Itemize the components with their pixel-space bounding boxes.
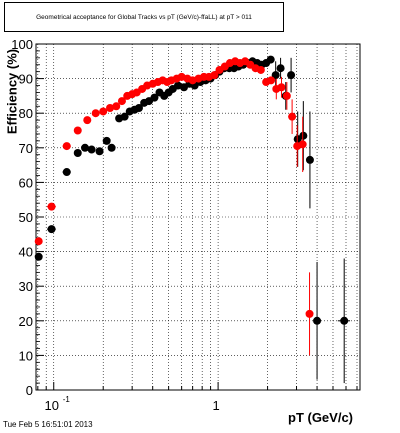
data-point-series-1 [62,142,71,151]
chart-title: Geometrical acceptance for Global Tracks… [36,13,252,21]
y-tick-label: 20 [19,314,33,329]
data-point-series-0 [305,155,314,164]
data-point-series-0 [87,145,96,154]
y-tick-label: 80 [19,106,33,121]
data-point-series-1 [83,116,92,125]
data-point-series-1 [305,309,314,318]
data-point-series-1 [34,237,43,246]
data-point-series-0 [81,143,90,152]
y-tick-label: 40 [19,245,33,260]
data-point-series-0 [276,64,285,73]
plot-frame [35,43,361,391]
data-point-series-0 [173,81,182,90]
y-axis-title: Efficiency (%) [4,48,20,135]
x-tick-label: 10 [45,398,59,413]
data-point-series-0 [266,55,275,64]
data-point-series-0 [62,168,71,177]
data-point-series-0 [313,316,322,325]
data-point-series-0 [287,71,296,80]
x-tick-label-exponent: -1 [63,395,71,404]
data-point-series-1 [282,91,291,100]
y-tick-label: 10 [19,348,33,363]
data-point-series-0 [107,143,116,152]
data-point-series-1 [73,126,82,135]
data-point-series-0 [340,316,349,325]
data-point-series-1 [277,83,286,92]
data-point-series-1 [288,112,297,121]
chart-title-box: Geometrical acceptance for Global Tracks… [4,2,284,32]
y-tick-label: 30 [19,279,33,294]
timestamp-footer: Tue Feb 5 16:51:01 2013 [3,420,93,429]
data-point-series-0 [134,104,143,113]
y-tick-label: 70 [19,141,33,156]
data-point-series-0 [34,252,43,261]
data-point-series-1 [106,104,115,113]
data-point-series-0 [73,148,82,157]
x-tick-label: 1 [212,398,219,413]
data-point-series-1 [210,71,219,80]
data-point-series-1 [117,97,126,106]
y-tick-label: 0 [26,383,33,398]
data-point-series-0 [120,112,129,121]
data-point-series-1 [256,65,265,74]
x-axis-title: pT (GeV/c) [288,410,354,425]
data-point-series-0 [299,131,308,140]
y-tick-label: 90 [19,72,33,87]
data-point-series-1 [47,202,56,211]
data-point-series-1 [91,109,100,118]
data-point-series-0 [47,225,56,234]
data-point-series-1 [99,107,108,116]
data-point-series-1 [298,140,307,149]
data-point-series-0 [150,93,159,102]
data-point-series-1 [112,102,121,111]
y-tick-label: 100 [11,37,33,52]
data-point-series-0 [102,136,111,145]
data-point-series-0 [95,147,104,156]
data-point-series-1 [267,76,276,85]
y-tick-label: 50 [19,210,33,225]
y-tick-label: 60 [19,175,33,190]
data-point-series-0 [271,71,280,80]
